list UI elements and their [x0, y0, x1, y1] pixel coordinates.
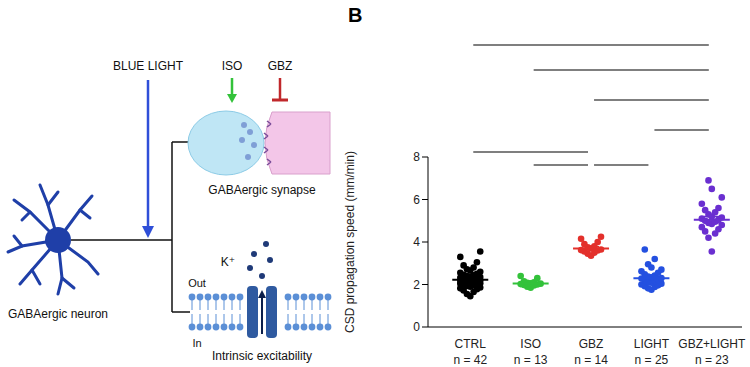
- svg-text:In: In: [192, 337, 201, 349]
- svg-text:CTRLn = 42: CTRLn = 42: [453, 337, 487, 367]
- svg-text:0: 0: [413, 320, 420, 334]
- svg-text:GABAergic neuron: GABAergic neuron: [8, 307, 108, 321]
- svg-text:4: 4: [413, 235, 420, 249]
- svg-text:6: 6: [413, 193, 420, 207]
- svg-text:K⁺: K⁺: [221, 255, 235, 269]
- svg-text:CSD propagation speed (mm/min): CSD propagation speed (mm/min): [343, 151, 357, 333]
- svg-text:ISO: ISO: [222, 59, 243, 73]
- svg-text:GABAergic synapse: GABAergic synapse: [208, 183, 316, 197]
- svg-text:Intrinsic excitability: Intrinsic excitability: [212, 349, 312, 363]
- svg-text:2: 2: [413, 278, 420, 292]
- svg-text:B: B: [348, 4, 362, 26]
- svg-text:Out: Out: [188, 277, 206, 289]
- svg-text:GBZn = 14: GBZn = 14: [574, 337, 608, 367]
- svg-text:BLUE LIGHT: BLUE LIGHT: [113, 59, 184, 73]
- svg-text:ISOn = 13: ISOn = 13: [514, 337, 548, 367]
- svg-text:GBZ: GBZ: [268, 59, 293, 73]
- svg-text:LIGHTn = 25: LIGHTn = 25: [634, 337, 670, 367]
- svg-text:GBZ+LIGHTn = 23: GBZ+LIGHTn = 23: [678, 337, 746, 367]
- svg-text:8: 8: [413, 150, 420, 164]
